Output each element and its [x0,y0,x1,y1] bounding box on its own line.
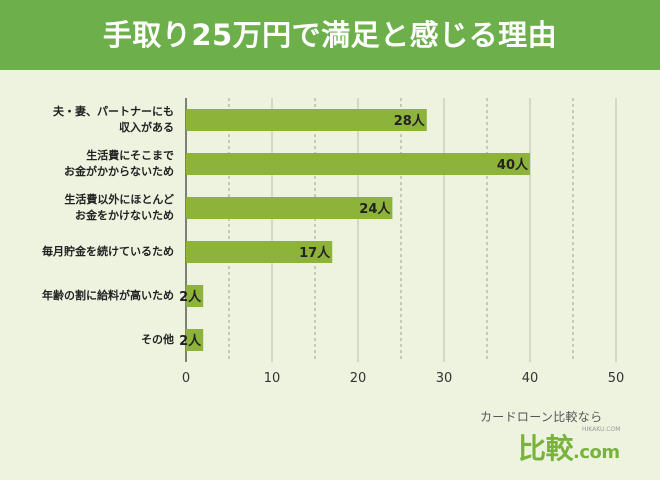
brand-tagline: カードローン比較なら [480,410,603,424]
bar [186,197,393,219]
data-label: 28人 [394,113,426,129]
category-label: 夫・妻、パートナーにも 収入がある [53,105,174,134]
category-label: 毎月貯金を続けているため [42,245,174,258]
x-tick-label: 0 [182,371,190,386]
x-tick-label: 40 [522,371,539,386]
brand-logo-suffix: .com [573,442,620,463]
brand-small-url: HIKAKU.COM [582,426,621,433]
data-label: 2人 [179,333,202,349]
category-label: 年齢の割に給料が高いため [42,289,174,302]
x-tick-label: 30 [436,371,453,386]
bar [186,109,427,131]
brand-logo: 比較.com [518,427,620,467]
x-tick-label: 10 [264,371,281,386]
category-label: その他 [141,333,174,346]
data-label: 2人 [179,289,202,305]
bar [186,285,204,307]
data-label: 17人 [299,245,331,261]
category-label: 生活費以外にほとんど お金をかけないため [64,193,174,222]
brand-logo-main: 比較 [518,432,574,465]
x-tick-label: 20 [350,371,367,386]
bar [186,329,204,351]
data-label: 24人 [359,201,391,217]
category-label: 生活費にそこまで お金がかからないため [64,149,174,178]
chart-title: 手取り25万円で満足と感じる理由 [102,18,558,52]
x-tick-label: 50 [608,371,625,386]
title-banner [0,0,660,70]
bar [186,153,530,175]
data-label: 40人 [497,157,529,173]
bar [186,241,333,263]
